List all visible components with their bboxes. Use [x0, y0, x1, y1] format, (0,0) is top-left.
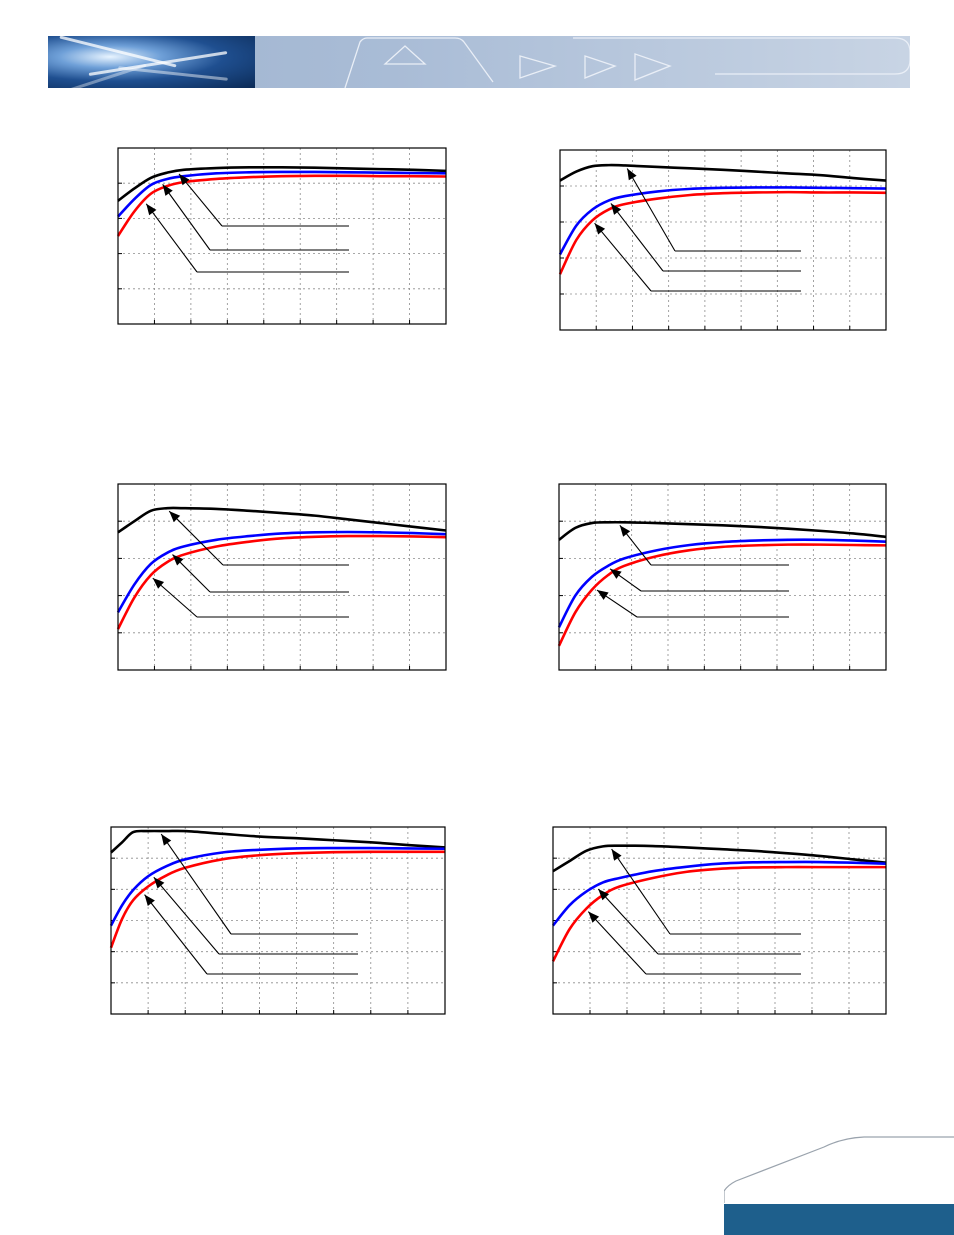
- plot-area: [118, 484, 446, 670]
- leader-diagonal-blue: [610, 203, 664, 272]
- leader-diagonal-red: [587, 911, 647, 975]
- series-line-red: [109, 850, 445, 949]
- plot-frame: [117, 147, 447, 325]
- series-line-blue: [117, 170, 447, 218]
- leader-diagonal-black: [160, 833, 232, 935]
- footer-brand-bar: [724, 1204, 954, 1235]
- arrowhead-black: [627, 168, 637, 181]
- grid: [559, 484, 886, 670]
- leader-diagonal-blue: [162, 184, 211, 251]
- leader-diagonal-black: [178, 173, 223, 227]
- arrowhead-black: [611, 849, 622, 861]
- arrowhead-red: [588, 911, 600, 923]
- leader-diagonal-red: [596, 589, 638, 618]
- arrowhead-blue: [172, 554, 184, 566]
- leader-diagonal-red: [594, 222, 652, 292]
- arrowhead-red: [594, 223, 606, 235]
- arrowhead-red: [152, 578, 165, 589]
- header-outline-graphic: [344, 37, 910, 88]
- arrowhead-blue: [610, 203, 622, 215]
- plot-area: [560, 150, 886, 330]
- header-banner: [48, 36, 910, 88]
- leader-diagonal-black: [619, 524, 652, 566]
- arrowhead-red: [596, 590, 609, 600]
- series-line-black: [559, 163, 887, 182]
- grid: [553, 827, 886, 1014]
- series-line-blue: [116, 530, 447, 613]
- plot-frame: [559, 149, 887, 331]
- plot-frame: [552, 826, 887, 1015]
- series-line-black: [110, 829, 446, 854]
- arrowhead-blue: [162, 184, 173, 196]
- arrowhead-blue: [610, 568, 622, 579]
- arrowhead-red: [144, 894, 155, 907]
- series-line-black: [117, 506, 447, 534]
- grid: [118, 148, 446, 324]
- arrowhead-black: [169, 511, 181, 523]
- leader-diagonal-black: [626, 168, 676, 252]
- header-photo: [48, 36, 255, 88]
- grid: [111, 827, 445, 1014]
- leader-diagonal-red: [144, 894, 208, 975]
- plot-area: [111, 827, 445, 1014]
- plot-frame: [110, 826, 446, 1015]
- plot-frame: [558, 483, 887, 671]
- leader-diagonal-blue: [153, 876, 220, 955]
- arrowhead-black: [619, 525, 631, 537]
- series-line-black: [117, 165, 447, 202]
- series-line-black: [552, 844, 887, 873]
- series-line-red: [116, 174, 447, 237]
- series-line-red: [557, 543, 887, 647]
- leader-diagonal-blue: [609, 568, 642, 592]
- plot-frame: [117, 483, 447, 671]
- plot-area: [559, 484, 886, 670]
- series-line-blue: [557, 538, 887, 628]
- leader-diagonal-red: [145, 203, 198, 273]
- series-line-blue: [558, 186, 887, 256]
- arrowhead-blue: [153, 877, 165, 889]
- leader-diagonal-blue: [597, 888, 659, 955]
- leader-diagonal-black: [611, 848, 671, 935]
- grid: [118, 484, 446, 670]
- plot-area: [118, 148, 446, 324]
- arrowhead-blue: [598, 889, 610, 901]
- leader-diagonal-red: [152, 577, 198, 618]
- series-line-blue: [109, 846, 446, 927]
- leader-diagonal-black: [168, 510, 224, 566]
- series-line-black: [558, 520, 887, 541]
- plot-area: [553, 827, 886, 1014]
- series-line-red: [558, 190, 887, 275]
- leader-diagonal-blue: [172, 554, 211, 593]
- series-line-red: [551, 865, 886, 962]
- series-line-blue: [551, 860, 887, 927]
- arrowhead-black: [161, 834, 172, 846]
- footer-logo-swoosh: [724, 1136, 954, 1203]
- grid: [560, 150, 886, 330]
- series-line-red: [116, 534, 447, 630]
- arrowhead-black: [179, 173, 190, 186]
- arrowhead-red: [146, 203, 157, 216]
